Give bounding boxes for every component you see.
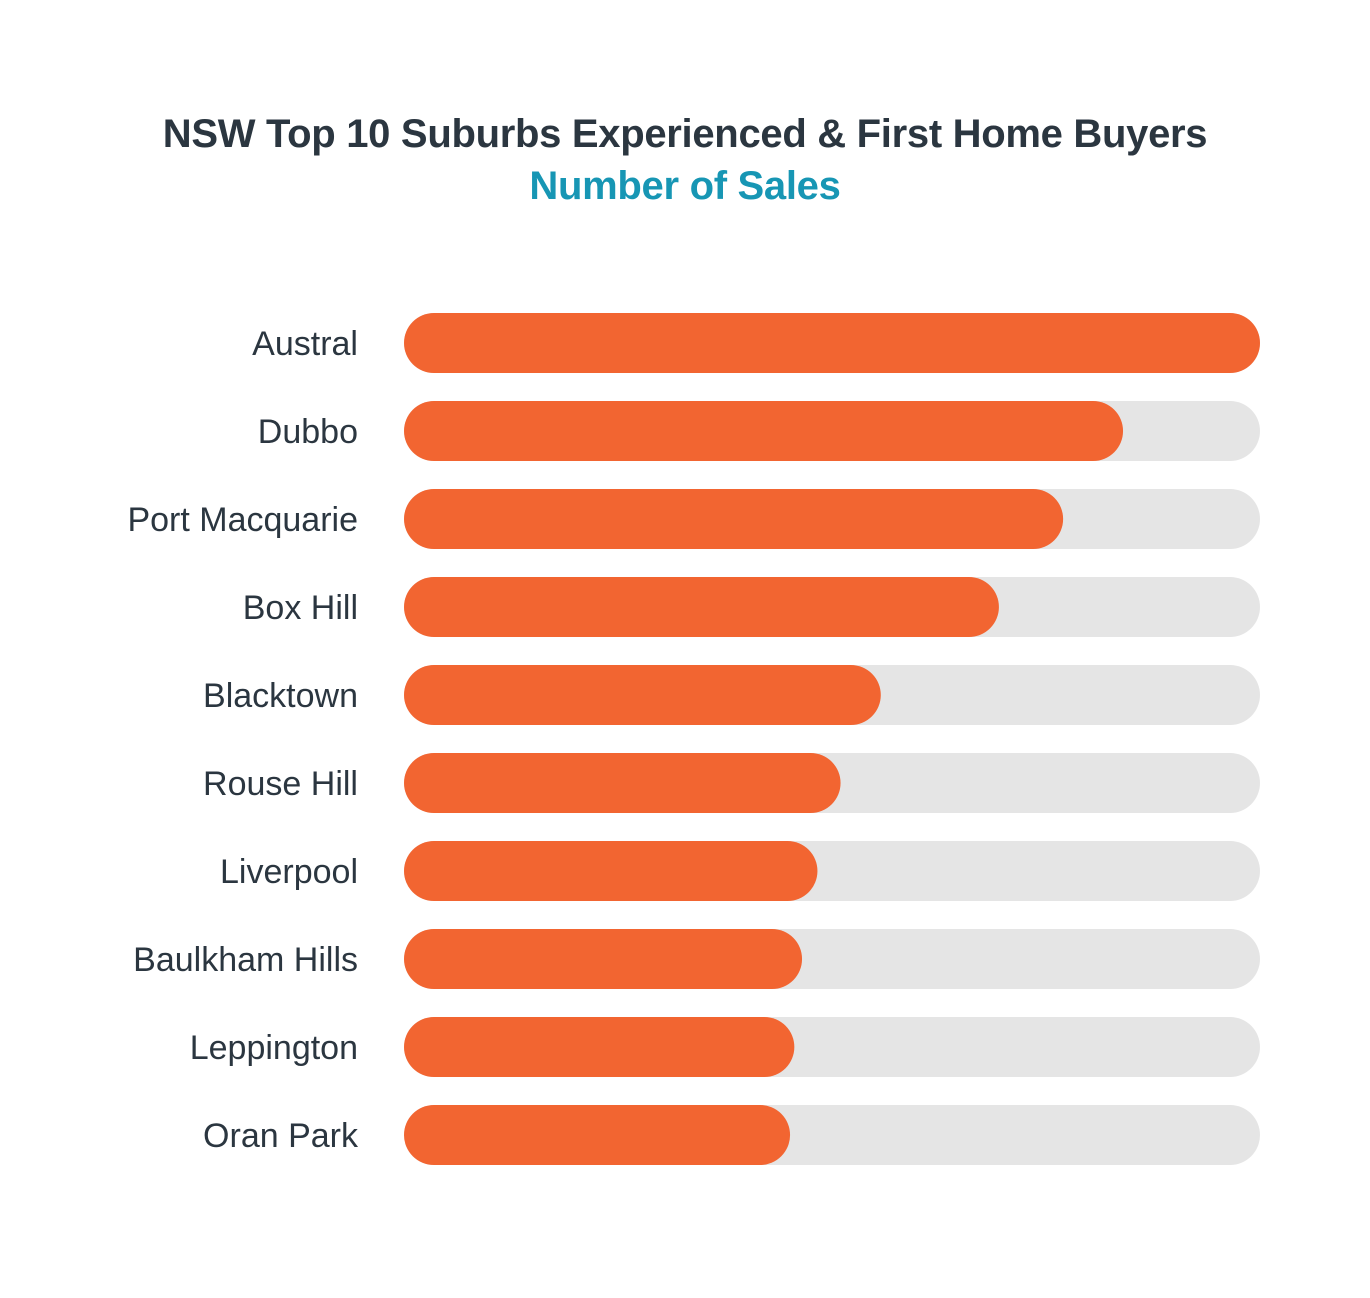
category-label: Austral (252, 325, 358, 363)
bar-austral (404, 313, 1260, 373)
category-label: Rouse Hill (203, 765, 358, 803)
bar-oran-park (404, 1105, 791, 1165)
bar-leppington (404, 1017, 795, 1077)
bar-baulkham-hills (404, 929, 803, 989)
category-label: Baulkham Hills (133, 941, 358, 979)
category-label: Box Hill (243, 589, 358, 627)
category-label: Port Macquarie (127, 501, 358, 539)
category-label: Oran Park (203, 1117, 359, 1155)
bar-rouse-hill (404, 753, 841, 813)
bar-dubbo (404, 401, 1124, 461)
chart-title: NSW Top 10 Suburbs Experienced & First H… (162, 112, 1208, 156)
bar-port-macquarie (404, 489, 1064, 549)
category-label: Blacktown (203, 677, 358, 715)
category-label: Leppington (190, 1029, 358, 1067)
bar-blacktown (404, 665, 881, 725)
category-label: Dubbo (258, 413, 358, 451)
chart-subtitle: Number of Sales (529, 164, 841, 208)
bar-box-hill (404, 577, 999, 637)
bar-liverpool (404, 841, 818, 901)
category-label: Liverpool (220, 853, 358, 891)
